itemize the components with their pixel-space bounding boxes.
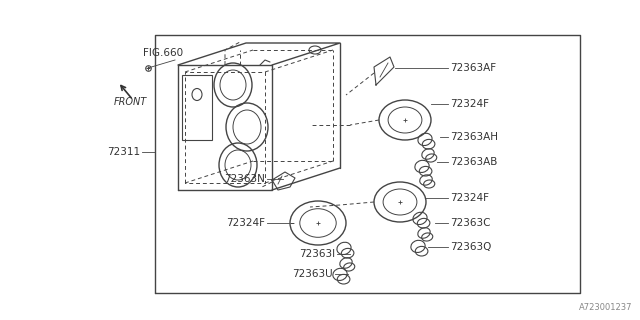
Text: A723001237: A723001237 (579, 303, 632, 312)
Text: 72363I: 72363I (299, 249, 335, 259)
Text: 72311: 72311 (107, 147, 140, 157)
Text: 72363AB: 72363AB (450, 157, 497, 167)
Text: 72363U: 72363U (292, 269, 333, 279)
Text: 72363Q: 72363Q (450, 242, 492, 252)
Text: FRONT: FRONT (113, 97, 147, 107)
Text: 72324F: 72324F (450, 193, 489, 203)
Text: 72363AF: 72363AF (450, 63, 496, 73)
Text: 72324F: 72324F (450, 99, 489, 109)
Text: 72363N: 72363N (224, 174, 265, 184)
Text: 72363AH: 72363AH (450, 132, 498, 142)
Text: FIG.660: FIG.660 (143, 48, 183, 58)
Text: 72324F: 72324F (226, 218, 265, 228)
Text: 72363C: 72363C (450, 218, 490, 228)
